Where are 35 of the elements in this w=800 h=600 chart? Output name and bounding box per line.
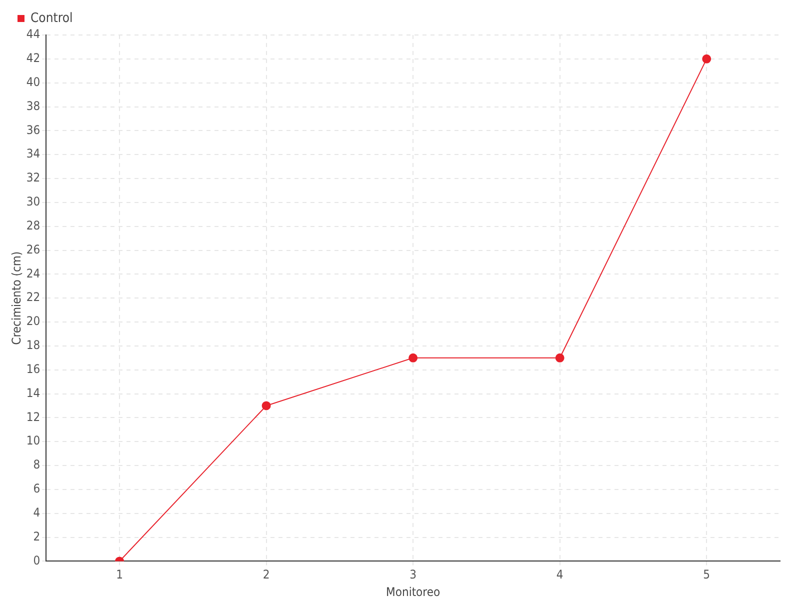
- y-tick-label: 42: [26, 51, 40, 66]
- point: [702, 54, 712, 64]
- y-tick-label: 4: [33, 505, 40, 520]
- y-axis-title: Crecimiento (cm): [9, 251, 24, 345]
- y-tick-label: 26: [26, 242, 40, 256]
- x-tick-label: 1: [116, 568, 123, 582]
- y-tick-label: 0: [33, 553, 40, 568]
- y-tick-label: 28: [26, 218, 40, 232]
- x-tick-label: 5: [703, 568, 710, 582]
- y-tick-label: 12: [26, 410, 40, 424]
- legend-label: Control: [30, 10, 73, 26]
- y-tick-label: 16: [26, 362, 40, 376]
- y-tick-label: 2: [33, 529, 40, 544]
- x-tick-label: 3: [410, 568, 417, 582]
- y-tick-label: 32: [26, 170, 40, 185]
- x-tick-label: 4: [556, 568, 564, 582]
- y-tick-label: 38: [26, 98, 40, 113]
- y-tick-label: 24: [26, 266, 40, 280]
- y-tick-label: 22: [26, 290, 40, 304]
- y-tick-label: 44: [26, 27, 40, 42]
- y-tick-label: 10: [26, 434, 40, 448]
- y-tick-label: 14: [26, 386, 40, 400]
- x-axis-title: Monitoreo: [386, 584, 440, 599]
- point: [262, 401, 271, 410]
- y-tick-label: 34: [26, 146, 40, 161]
- y-tick-label: 6: [33, 482, 40, 496]
- y-tick-label: 36: [26, 122, 40, 137]
- y-tick-label: 40: [26, 74, 40, 89]
- point: [408, 353, 418, 362]
- y-tick-label: 20: [26, 314, 40, 328]
- x-tick-label: 2: [262, 568, 270, 582]
- y-tick-label: 8: [33, 458, 40, 472]
- point: [555, 353, 564, 362]
- y-tick-label: 18: [26, 338, 40, 352]
- y-tick-label: 30: [26, 194, 40, 209]
